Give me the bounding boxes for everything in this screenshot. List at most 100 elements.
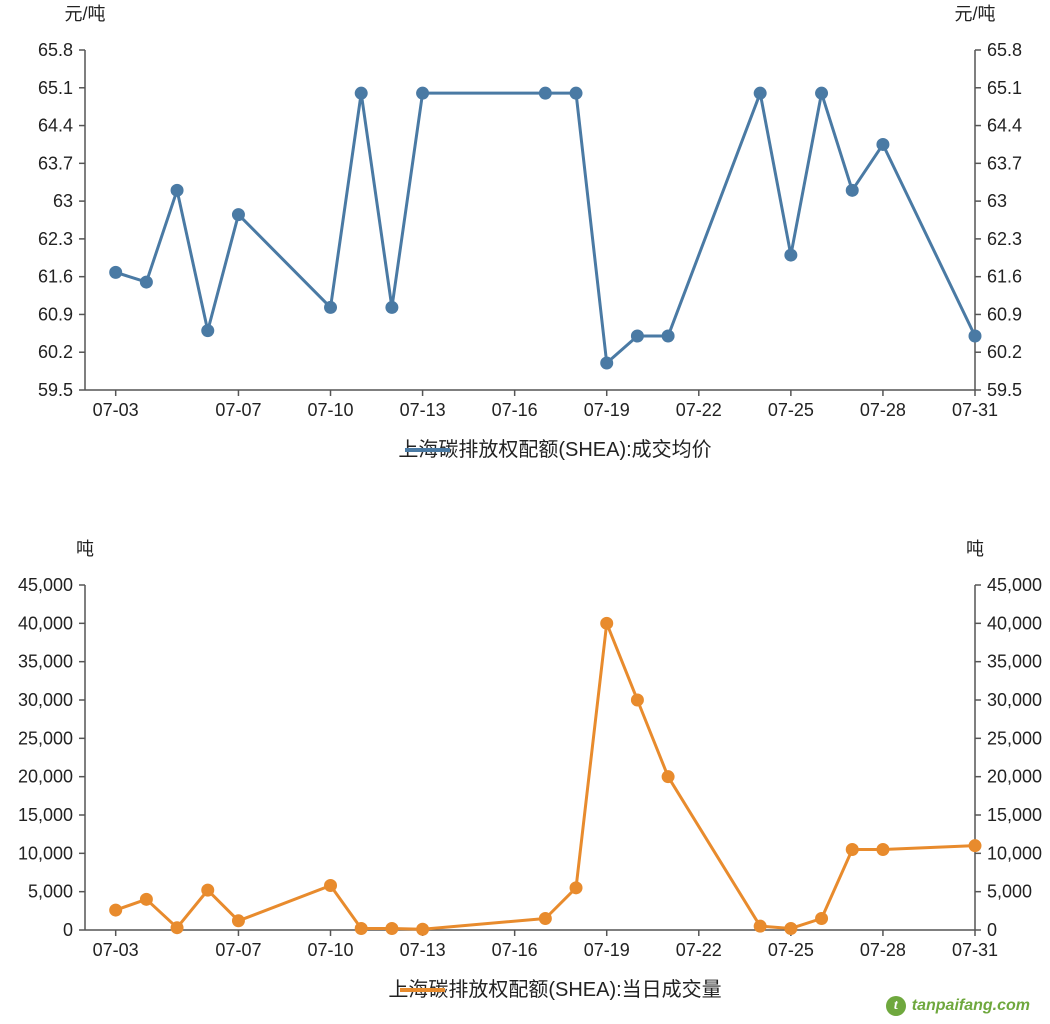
y-tick-label-right: 63.7: [987, 153, 1022, 173]
series-marker: [417, 87, 429, 99]
series-line: [116, 623, 975, 929]
y-tick-label-left: 10,000: [18, 843, 73, 863]
dual-line-chart: 元/吨元/吨59.559.560.260.260.960.961.661.662…: [0, 0, 1050, 1024]
y-tick-label-right: 65.1: [987, 78, 1022, 98]
series-marker: [202, 884, 214, 896]
series-line: [116, 93, 975, 363]
y-tick-label-left: 64.4: [38, 116, 73, 136]
x-tick-label: 07-16: [492, 940, 538, 960]
series-marker: [417, 923, 429, 935]
series-marker: [754, 920, 766, 932]
series-marker: [662, 771, 674, 783]
series-marker: [877, 138, 889, 150]
y-tick-label-right: 45,000: [987, 575, 1042, 595]
y-tick-label-left: 62.3: [38, 229, 73, 249]
x-tick-label: 07-22: [676, 940, 722, 960]
y-tick-label-left: 59.5: [38, 380, 73, 400]
y-tick-label-right: 10,000: [987, 843, 1042, 863]
charts-container: 元/吨元/吨59.559.560.260.260.960.961.661.662…: [0, 0, 1050, 1024]
series-marker: [631, 330, 643, 342]
x-tick-label: 07-19: [584, 400, 630, 420]
series-marker: [601, 617, 613, 629]
y-tick-label-left: 65.8: [38, 40, 73, 60]
y-unit-right: 元/吨: [954, 4, 995, 24]
series-marker: [877, 844, 889, 856]
series-marker: [570, 87, 582, 99]
y-tick-label-left: 35,000: [18, 652, 73, 672]
y-unit-left: 元/吨: [64, 4, 105, 24]
x-tick-label: 07-31: [952, 400, 998, 420]
series-marker: [232, 209, 244, 221]
x-tick-label: 07-16: [492, 400, 538, 420]
y-tick-label-right: 15,000: [987, 805, 1042, 825]
series-marker: [754, 87, 766, 99]
series-marker: [386, 301, 398, 313]
y-tick-label-left: 60.2: [38, 342, 73, 362]
y-tick-label-right: 25,000: [987, 728, 1042, 748]
series-marker: [601, 357, 613, 369]
watermark-text: tanpaifang.com: [912, 997, 1030, 1015]
y-tick-label-right: 5,000: [987, 882, 1032, 902]
y-tick-label-left: 15,000: [18, 805, 73, 825]
series-marker: [202, 325, 214, 337]
y-tick-label-right: 61.6: [987, 267, 1022, 287]
series-marker: [171, 184, 183, 196]
y-tick-label-left: 63.7: [38, 153, 73, 173]
x-tick-label: 07-19: [584, 940, 630, 960]
series-marker: [110, 266, 122, 278]
x-tick-label: 07-25: [768, 940, 814, 960]
series-marker: [355, 87, 367, 99]
x-tick-label: 07-28: [860, 940, 906, 960]
y-tick-label-left: 63: [53, 191, 73, 211]
y-tick-label-left: 61.6: [38, 267, 73, 287]
y-tick-label-left: 5,000: [28, 882, 73, 902]
series-marker: [140, 893, 152, 905]
y-tick-label-right: 60.2: [987, 342, 1022, 362]
y-tick-label-left: 60.9: [38, 304, 73, 324]
series-marker: [171, 922, 183, 934]
y-tick-label-right: 20,000: [987, 767, 1042, 787]
y-tick-label-left: 45,000: [18, 575, 73, 595]
y-tick-label-left: 40,000: [18, 613, 73, 633]
y-tick-label-right: 0: [987, 920, 997, 940]
watermark-icon: t: [886, 996, 906, 1016]
x-tick-label: 07-13: [400, 400, 446, 420]
x-tick-label: 07-10: [307, 940, 353, 960]
x-tick-label: 07-13: [400, 940, 446, 960]
series-marker: [816, 913, 828, 925]
y-unit-right: 吨: [966, 539, 984, 559]
series-marker: [662, 330, 674, 342]
series-marker: [325, 880, 337, 892]
y-tick-label-right: 65.8: [987, 40, 1022, 60]
x-tick-label: 07-10: [307, 400, 353, 420]
y-tick-label-right: 40,000: [987, 613, 1042, 633]
y-tick-label-right: 63: [987, 191, 1007, 211]
x-tick-label: 07-28: [860, 400, 906, 420]
series-marker: [631, 694, 643, 706]
series-marker: [539, 913, 551, 925]
series-marker: [969, 840, 981, 852]
y-tick-label-left: 25,000: [18, 728, 73, 748]
watermark: t tanpaifang.com: [886, 996, 1030, 1016]
series-marker: [325, 301, 337, 313]
y-tick-label-right: 30,000: [987, 690, 1042, 710]
series-marker: [386, 922, 398, 934]
series-marker: [969, 330, 981, 342]
series-marker: [355, 922, 367, 934]
y-tick-label-left: 65.1: [38, 78, 73, 98]
x-tick-label: 07-07: [215, 400, 261, 420]
y-unit-left: 吨: [76, 539, 94, 559]
series-marker: [846, 184, 858, 196]
series-marker: [785, 922, 797, 934]
y-tick-label-right: 62.3: [987, 229, 1022, 249]
series-marker: [140, 276, 152, 288]
series-marker: [110, 904, 122, 916]
y-tick-label-left: 20,000: [18, 767, 73, 787]
y-tick-label-left: 0: [63, 920, 73, 940]
x-tick-label: 07-25: [768, 400, 814, 420]
series-marker: [816, 87, 828, 99]
y-tick-label-right: 35,000: [987, 652, 1042, 672]
series-marker: [539, 87, 551, 99]
x-tick-label: 07-03: [93, 400, 139, 420]
y-tick-label-right: 60.9: [987, 304, 1022, 324]
